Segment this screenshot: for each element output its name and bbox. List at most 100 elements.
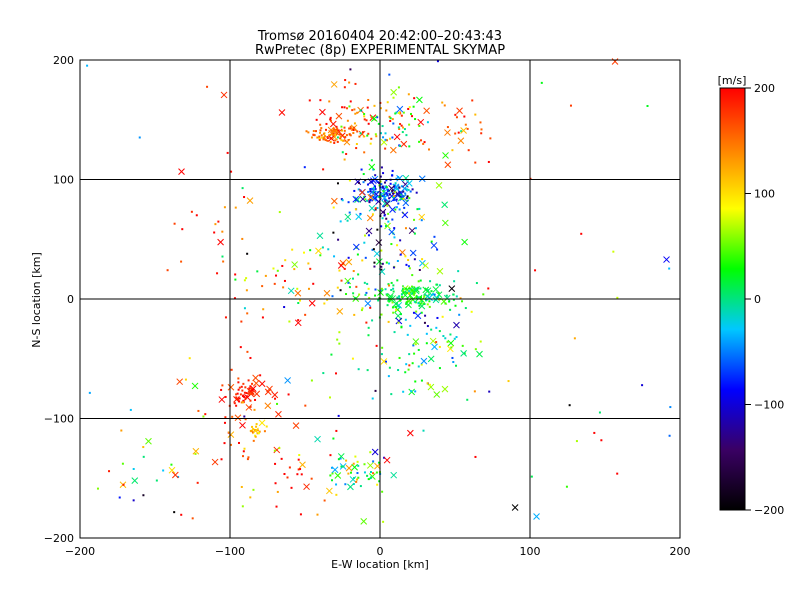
scatter-cross (433, 391, 441, 398)
scatter-cross (284, 377, 291, 384)
scatter-point (383, 181, 386, 184)
scatter-cross (393, 133, 401, 141)
scatter-point (420, 139, 423, 142)
scatter-point (420, 363, 423, 366)
scatter-point (310, 379, 313, 382)
scatter-point (365, 119, 368, 122)
scatter-point (206, 85, 209, 88)
scatter-point (436, 60, 439, 63)
scatter-point (367, 234, 370, 237)
scatter-point (463, 115, 466, 118)
scatter-point (426, 303, 429, 306)
scatter-point (430, 328, 433, 331)
scatter-point (593, 431, 596, 434)
scatter-point (402, 190, 405, 193)
scatter-cross (351, 463, 358, 471)
scatter-point (385, 217, 388, 220)
scatter-point (474, 348, 477, 351)
scatter-point (233, 402, 236, 405)
scatter-point (382, 136, 385, 139)
scatter-point (366, 106, 369, 109)
scatter-point (352, 483, 355, 486)
scatter-point (351, 277, 354, 280)
scatter-cross (352, 195, 360, 203)
scatter-cross (131, 477, 139, 484)
scatter-point (310, 477, 313, 480)
scatter-point (310, 136, 313, 139)
scatter-cross (446, 345, 454, 353)
scatter-point (417, 302, 420, 305)
scatter-point (368, 201, 371, 204)
scatter-point (351, 127, 354, 130)
scatter-point (341, 151, 344, 154)
scatter-cross (400, 140, 408, 148)
scatter-point (598, 411, 601, 414)
scatter-point (369, 198, 372, 201)
scatter-point (335, 429, 338, 432)
scatter-point (319, 129, 322, 132)
scatter-point (436, 283, 439, 286)
scatter-point (241, 237, 244, 240)
scatter-point (286, 476, 289, 479)
scatter-point (387, 200, 390, 203)
scatter-point (392, 122, 395, 125)
scatter-point (333, 128, 336, 131)
scatter-point (397, 86, 400, 89)
scatter-point (346, 219, 349, 222)
scatter-point (381, 195, 384, 198)
scatter-point (347, 201, 350, 204)
scatter-point (461, 344, 464, 347)
scatter-point (108, 470, 111, 473)
scatter-point (376, 206, 379, 209)
scatter-point (401, 131, 404, 134)
scatter-cross (432, 286, 440, 293)
scatter-point (341, 199, 344, 202)
scatter-point (381, 125, 384, 128)
scatter-cross (245, 404, 253, 411)
scatter-point (252, 439, 255, 442)
scatter-point (343, 158, 346, 161)
scatter-point (386, 304, 389, 307)
scatter-point (367, 98, 370, 101)
scatter-point (243, 307, 246, 310)
scatter-point (129, 408, 132, 411)
scatter-point (255, 429, 258, 432)
scatter-point (238, 397, 241, 400)
scatter-point (379, 193, 382, 196)
scatter-point (240, 485, 243, 488)
scatter-point (351, 357, 354, 360)
scatter-point (374, 389, 377, 392)
scatter-point (380, 287, 383, 290)
scatter-point (392, 192, 395, 195)
scatter-point (391, 169, 394, 172)
scatter-point (414, 290, 417, 293)
scatter-point (441, 315, 444, 318)
scatter-point (326, 139, 329, 142)
scatter-point (404, 371, 407, 374)
scatter-point (399, 299, 402, 302)
scatter-point (426, 382, 429, 385)
scatter-point (432, 293, 435, 296)
scatter-point (309, 267, 312, 270)
scatter-point (380, 132, 383, 135)
x-tick-label: −200 (65, 545, 95, 558)
scatter-point (384, 225, 387, 228)
scatter-cross (217, 238, 224, 246)
scatter-point (428, 305, 431, 308)
scatter-point (474, 161, 477, 164)
scatter-point (375, 135, 378, 138)
scatter-point (364, 256, 367, 259)
scatter-point (220, 458, 223, 461)
scatter-point (334, 128, 337, 131)
y-tick-label: −100 (44, 413, 74, 426)
scatter-point (384, 288, 387, 291)
scatter-point (400, 326, 403, 329)
scatter-point (340, 465, 343, 468)
scatter-point (319, 123, 322, 126)
scatter-point (414, 343, 417, 346)
scatter-point (234, 273, 237, 276)
scatter-point (384, 138, 387, 141)
scatter-point (480, 132, 483, 135)
scatter-point (362, 173, 365, 176)
scatter-point (404, 287, 407, 290)
